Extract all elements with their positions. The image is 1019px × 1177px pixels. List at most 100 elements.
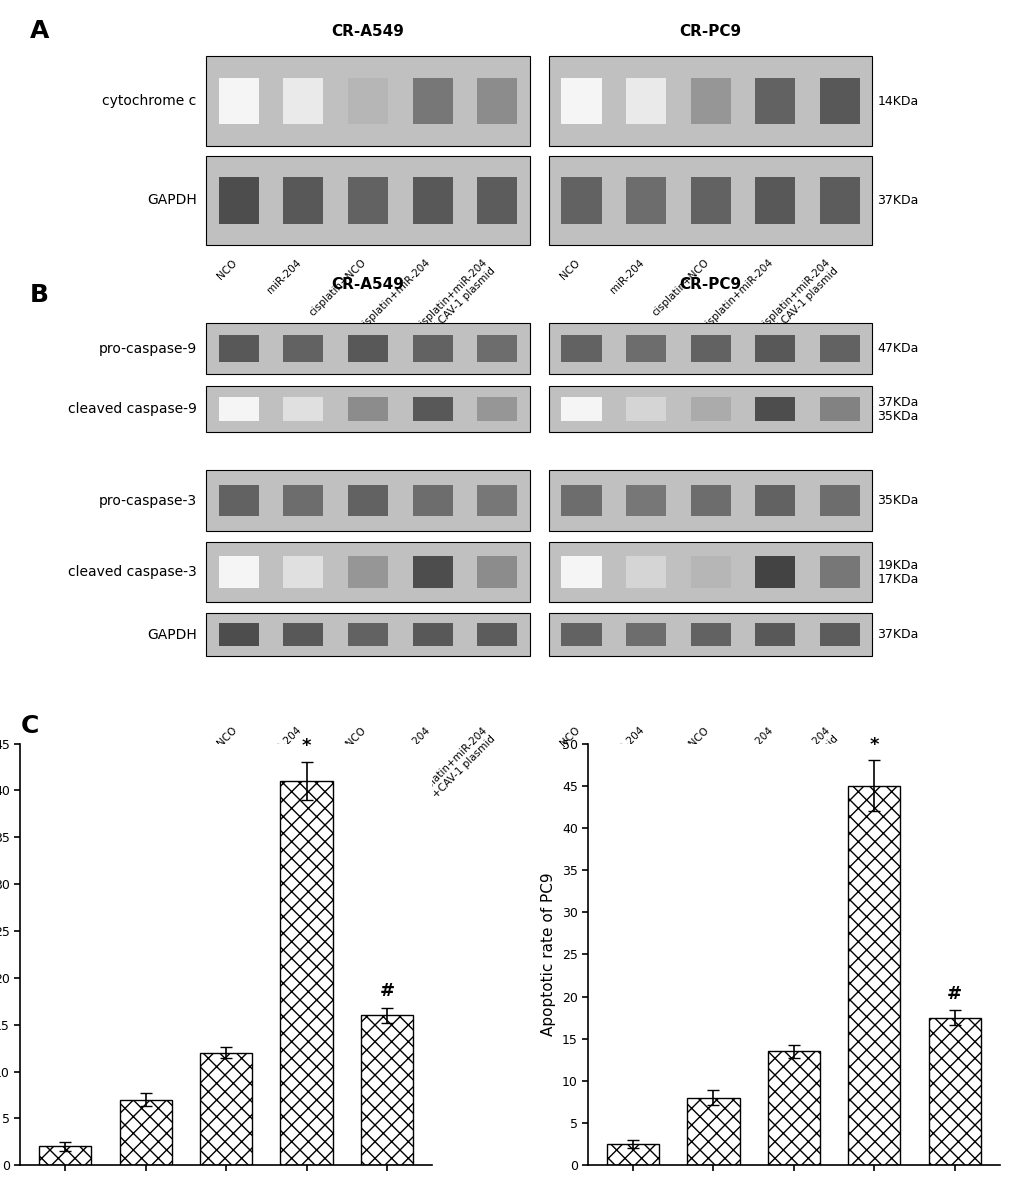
Text: cisplatin+NCO: cisplatin+NCO xyxy=(307,725,368,786)
Bar xyxy=(755,485,795,517)
Bar xyxy=(548,322,871,374)
Bar xyxy=(283,397,323,421)
Bar xyxy=(413,177,452,224)
Bar xyxy=(119,1099,171,1165)
Text: NCO: NCO xyxy=(557,725,581,749)
Bar xyxy=(347,485,387,517)
Text: pro-caspase-3: pro-caspase-3 xyxy=(99,493,197,507)
Bar xyxy=(206,322,529,374)
Bar xyxy=(477,485,517,517)
Bar xyxy=(347,624,387,645)
Text: 37KDa: 37KDa xyxy=(876,629,918,641)
Bar xyxy=(218,485,259,517)
Bar xyxy=(477,397,517,421)
Bar xyxy=(347,335,387,363)
Text: miR-204: miR-204 xyxy=(265,725,303,763)
Text: NCO: NCO xyxy=(215,258,238,281)
Text: cisplatin+miR-204: cisplatin+miR-204 xyxy=(358,258,432,332)
Bar xyxy=(218,78,259,125)
Bar xyxy=(606,1144,658,1165)
Bar xyxy=(819,485,859,517)
Bar xyxy=(690,485,730,517)
Text: 37KDa: 37KDa xyxy=(876,194,918,207)
Text: 37KDa
35KDa: 37KDa 35KDa xyxy=(876,395,918,423)
Text: A: A xyxy=(31,19,50,44)
Bar xyxy=(626,624,665,645)
Bar xyxy=(280,782,332,1165)
Text: B: B xyxy=(31,282,49,307)
Text: cisplatin+miR-204: cisplatin+miR-204 xyxy=(358,725,432,800)
Y-axis label: Apoptotic rate of PC9: Apoptotic rate of PC9 xyxy=(541,872,555,1036)
Bar xyxy=(755,397,795,421)
Text: 35KDa: 35KDa xyxy=(876,494,918,507)
Bar xyxy=(206,471,529,531)
Bar xyxy=(39,1146,92,1165)
Text: CR-PC9: CR-PC9 xyxy=(679,277,741,292)
Bar xyxy=(690,78,730,125)
Bar xyxy=(560,335,601,363)
Bar xyxy=(283,624,323,645)
Text: cisplatin+miR-204
+CAV-1 plasmid: cisplatin+miR-204 +CAV-1 plasmid xyxy=(756,725,840,809)
Text: GAPDH: GAPDH xyxy=(147,627,197,641)
Text: 19KDa
17KDa: 19KDa 17KDa xyxy=(876,559,918,585)
Bar xyxy=(755,335,795,363)
Bar xyxy=(413,485,452,517)
Bar xyxy=(218,177,259,224)
Text: cisplatin+miR-204
+CAV-1 plasmid: cisplatin+miR-204 +CAV-1 plasmid xyxy=(414,725,497,809)
Text: *: * xyxy=(302,737,311,754)
Bar xyxy=(819,557,859,587)
Bar xyxy=(819,397,859,421)
Bar xyxy=(687,1098,739,1165)
Bar xyxy=(413,557,452,587)
Bar xyxy=(477,557,517,587)
Bar xyxy=(560,557,601,587)
Bar xyxy=(206,386,529,432)
Bar xyxy=(548,155,871,245)
Text: cisplatin+NCO: cisplatin+NCO xyxy=(649,258,710,318)
Bar xyxy=(206,56,529,146)
Bar xyxy=(560,624,601,645)
Bar xyxy=(361,1016,413,1165)
Text: pro-caspase-9: pro-caspase-9 xyxy=(98,341,197,355)
Bar xyxy=(560,485,601,517)
Bar xyxy=(755,78,795,125)
Bar xyxy=(206,613,529,656)
Bar xyxy=(927,1018,980,1165)
Text: GAPDH: GAPDH xyxy=(147,193,197,207)
Bar xyxy=(560,177,601,224)
Text: miR-204: miR-204 xyxy=(607,725,645,763)
Bar xyxy=(755,177,795,224)
Bar xyxy=(206,155,529,245)
Bar xyxy=(626,397,665,421)
Bar xyxy=(206,541,529,603)
Bar xyxy=(347,397,387,421)
Text: 14KDa: 14KDa xyxy=(876,94,917,107)
Bar xyxy=(690,557,730,587)
Bar xyxy=(283,335,323,363)
Bar xyxy=(548,56,871,146)
Bar xyxy=(413,624,452,645)
Bar xyxy=(690,335,730,363)
Bar xyxy=(626,335,665,363)
Bar xyxy=(848,786,900,1165)
Bar xyxy=(548,386,871,432)
Bar xyxy=(413,335,452,363)
Bar xyxy=(767,1051,819,1165)
Text: CR-PC9: CR-PC9 xyxy=(679,24,741,39)
Bar xyxy=(690,177,730,224)
Text: #: # xyxy=(947,985,961,1003)
Bar xyxy=(477,335,517,363)
Bar xyxy=(548,541,871,603)
Bar xyxy=(283,557,323,587)
Text: cisplatin+NCO: cisplatin+NCO xyxy=(307,258,368,318)
Bar xyxy=(477,177,517,224)
Bar xyxy=(283,177,323,224)
Bar xyxy=(548,471,871,531)
Bar xyxy=(819,177,859,224)
Bar xyxy=(283,78,323,125)
Bar xyxy=(347,78,387,125)
Text: cytochrome c: cytochrome c xyxy=(102,94,197,108)
Text: cleaved caspase-9: cleaved caspase-9 xyxy=(67,403,197,415)
Bar xyxy=(413,78,452,125)
Bar xyxy=(626,485,665,517)
